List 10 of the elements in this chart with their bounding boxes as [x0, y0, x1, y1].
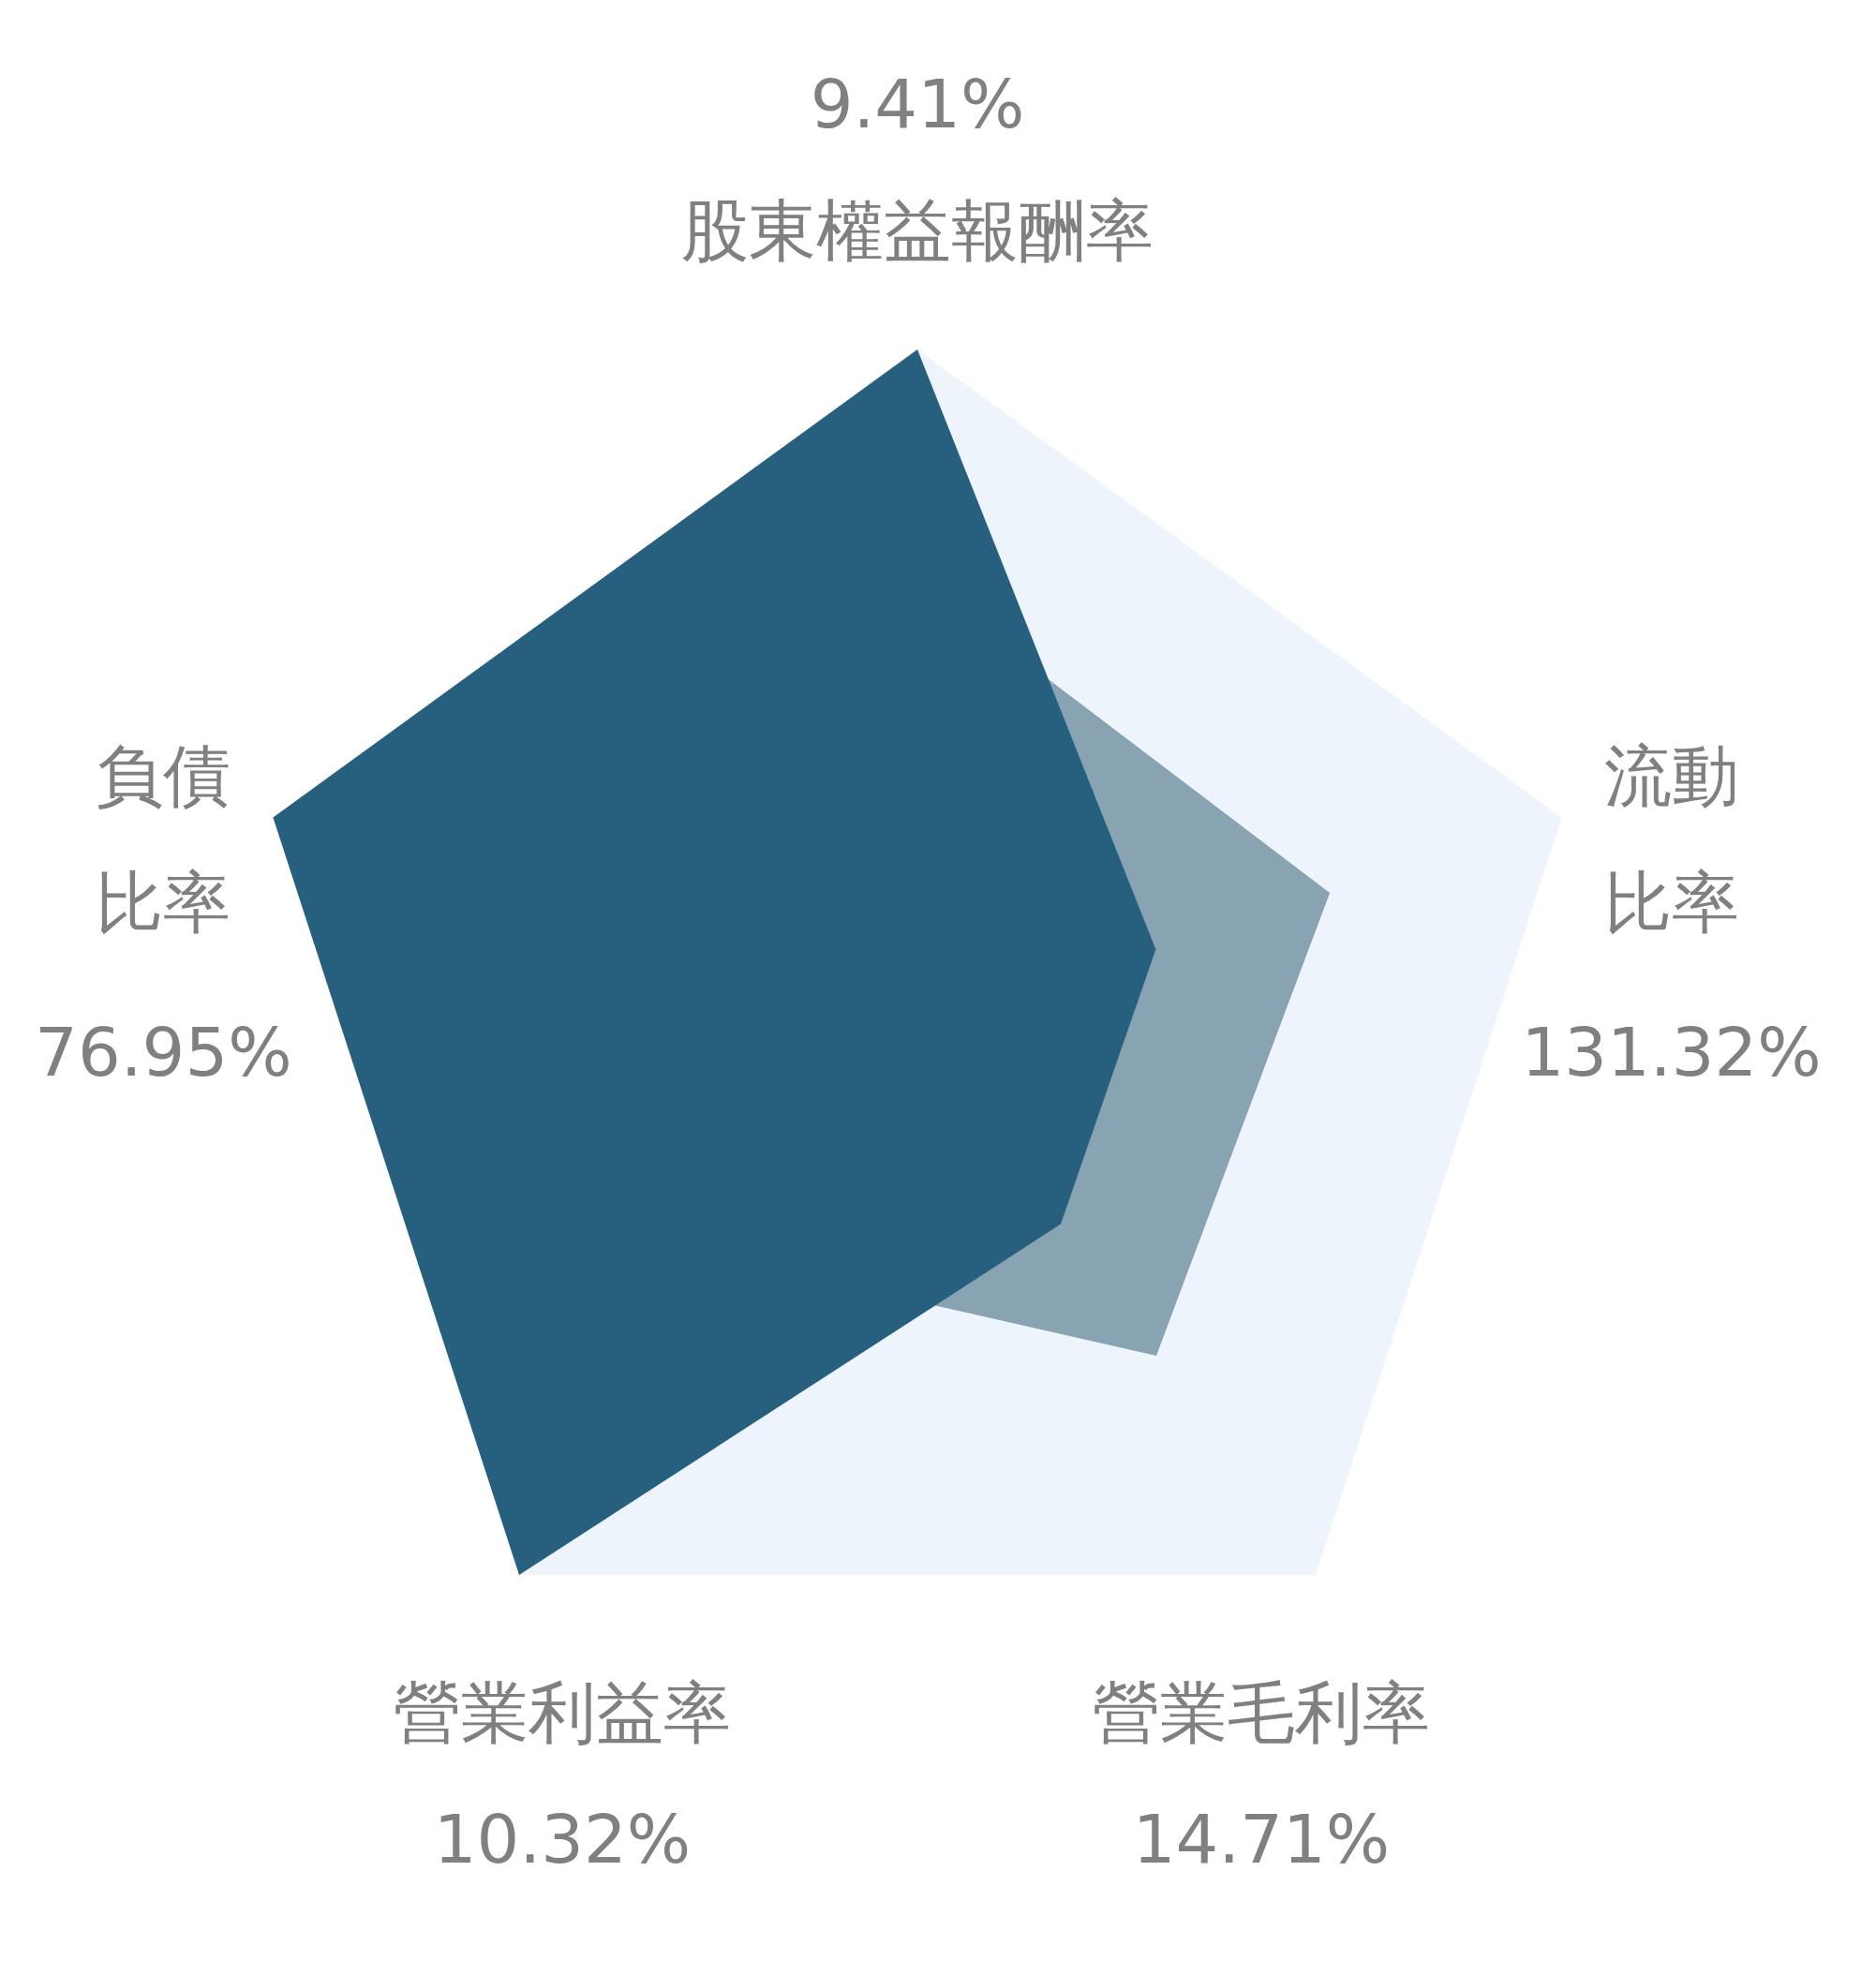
- category-label: 流動比率: [1603, 735, 1739, 942]
- value-label: 10.32%: [433, 1799, 692, 1878]
- value-label: 9.41%: [810, 64, 1025, 143]
- category-label: 營業毛利率: [1092, 1672, 1430, 1752]
- value-label: 131.32%: [1521, 1012, 1822, 1091]
- value-label: 14.71%: [1132, 1799, 1391, 1878]
- category-label: 營業利益率: [394, 1672, 732, 1752]
- value-label: 76.95%: [35, 1012, 292, 1091]
- category-label: 股東權益報酬率: [681, 190, 1154, 270]
- category-label: 負債比率: [96, 735, 231, 942]
